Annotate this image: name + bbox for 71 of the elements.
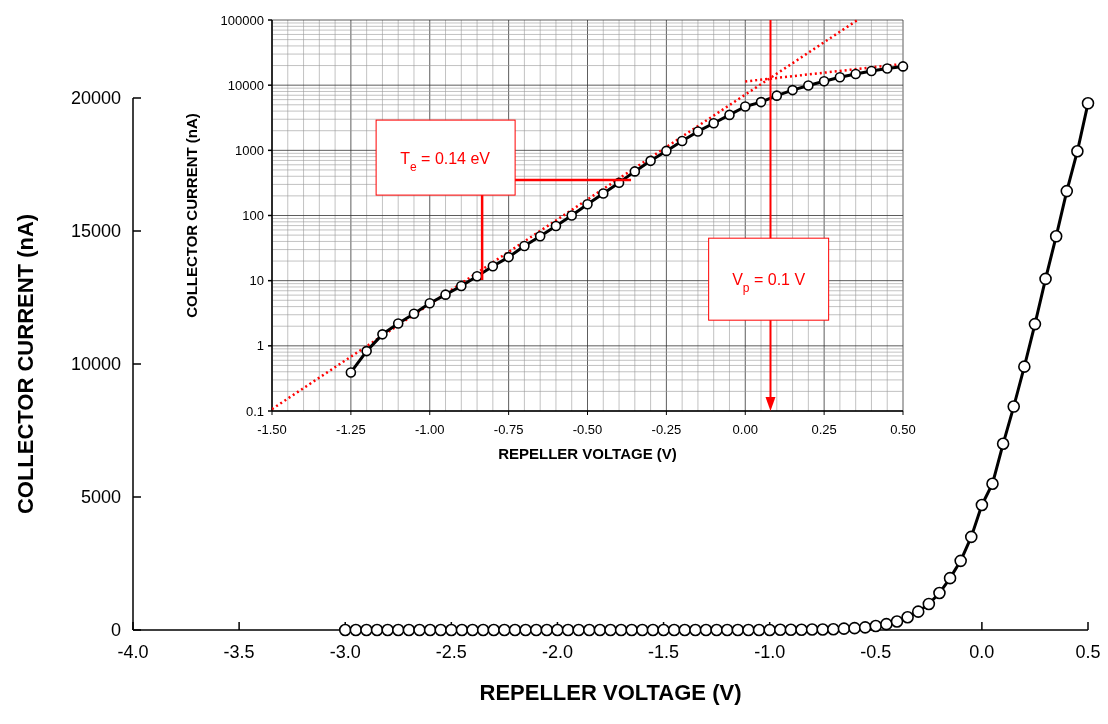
point [803, 80, 814, 91]
point [408, 308, 420, 320]
point [724, 109, 735, 121]
y-tick-label: 1 [256, 338, 264, 354]
point [550, 220, 562, 232]
x-tick-label: -1.0 [754, 642, 786, 662]
point [676, 135, 688, 147]
y-tick-label: 0 [110, 620, 121, 641]
y-tick-label: 5000 [80, 487, 121, 508]
x-tick-label: -1.50 [257, 422, 287, 437]
x-tick-label: -1.00 [414, 422, 445, 437]
x-tick-label: -0.5 [860, 642, 892, 662]
point [392, 318, 404, 329]
point [345, 367, 357, 378]
point [755, 96, 767, 108]
annotation: T$_{e}$ = 0.14 eV [400, 150, 491, 175]
point [787, 84, 798, 96]
point [866, 65, 877, 77]
y-tick-label: 1000 [235, 142, 264, 158]
y-tick-label: 15000 [70, 221, 121, 242]
x-tick-label: 0.0 [969, 642, 995, 662]
y-tick-label: 10000 [70, 354, 121, 375]
y-tick-label: 10 [249, 273, 264, 289]
point [739, 101, 751, 112]
x-tick-label: -1.5 [648, 642, 680, 662]
y-axis-title: COLLECTOR CURRENT (nA) [13, 213, 38, 515]
x-tick-label: 0.5 [1075, 642, 1101, 662]
point [881, 63, 893, 74]
x-tick-label: 0.50 [890, 422, 916, 437]
point [566, 210, 578, 221]
point [534, 230, 546, 242]
point [692, 126, 704, 137]
x-tick-label: 0.00 [732, 422, 758, 437]
x-tick-label: -1.25 [336, 422, 366, 437]
point [582, 198, 593, 210]
point [456, 280, 467, 292]
point [629, 166, 641, 177]
x-tick-label: -0.50 [572, 422, 603, 437]
point [519, 240, 530, 252]
y-axis-title: COLLECTOR CURRENT (nA) [183, 113, 200, 318]
point [708, 117, 719, 129]
annotation: V$_{p}$ = 0.1 V [732, 271, 806, 296]
y-tick-label: 10000 [227, 77, 264, 93]
point [661, 145, 672, 157]
point [597, 188, 609, 199]
x-tick-label: -3.0 [329, 642, 361, 662]
y-tick-label: 100 [242, 208, 264, 224]
x-tick-label: -4.0 [117, 642, 149, 662]
point [850, 68, 861, 80]
y-tick-label: 20000 [70, 88, 121, 109]
point [818, 75, 830, 87]
point [440, 289, 451, 300]
point [645, 155, 656, 167]
point [771, 90, 783, 101]
x-tick-label: -2.5 [435, 642, 467, 662]
point [834, 72, 846, 83]
point [424, 297, 436, 309]
x-tick-label: -0.25 [651, 422, 682, 437]
x-tick-label: -2.0 [541, 642, 573, 662]
point [377, 329, 388, 340]
point [503, 251, 514, 263]
point [897, 61, 909, 72]
point [361, 345, 372, 357]
x-axis-title: REPELLER VOLTAGE (V) [479, 680, 742, 705]
x-tick-label: 0.25 [811, 422, 837, 437]
x-tick-label: -3.5 [223, 642, 255, 662]
x-tick-label: -0.75 [493, 422, 524, 437]
x-axis-title: REPELLER VOLTAGE (V) [498, 445, 677, 462]
point [487, 261, 499, 272]
y-tick-label: 100000 [220, 12, 264, 28]
y-tick-label: 0.1 [245, 403, 264, 419]
